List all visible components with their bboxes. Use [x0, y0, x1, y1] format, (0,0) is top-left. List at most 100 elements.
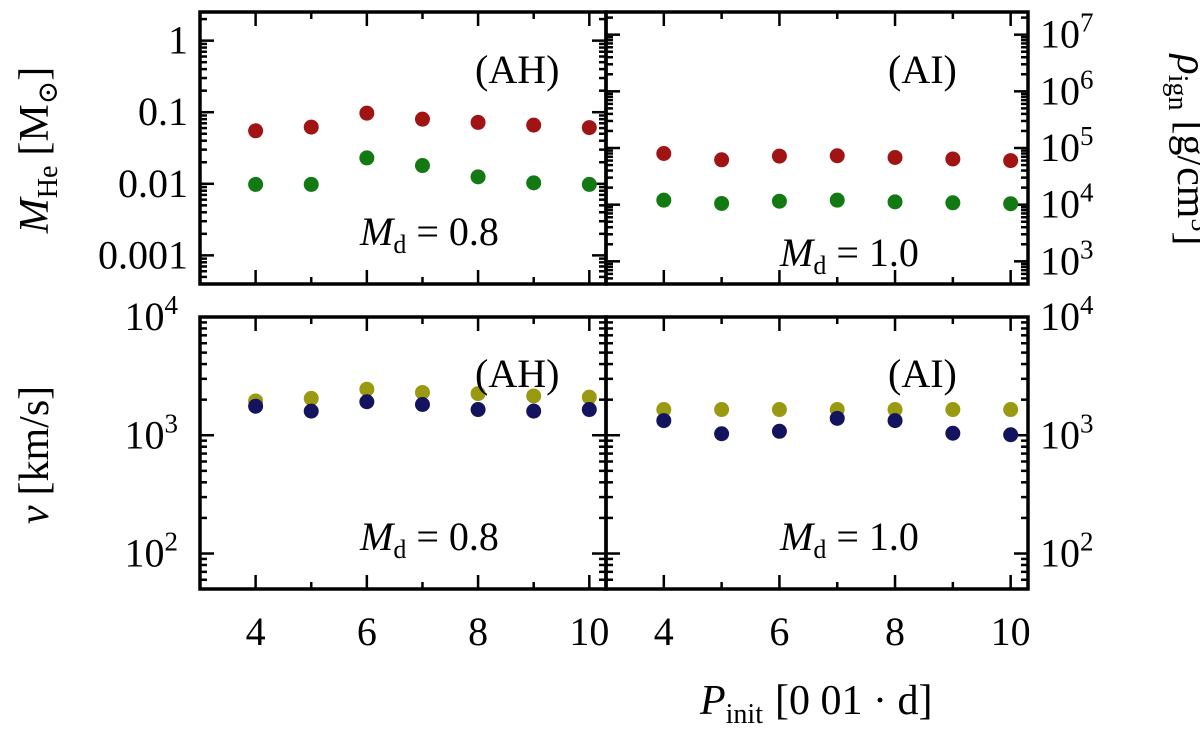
data-point-red: [656, 145, 672, 161]
data-point-red: [714, 152, 730, 168]
data-point-olive: [359, 381, 375, 397]
axis-var: M: [12, 196, 58, 234]
axis-var: ρ: [1168, 53, 1200, 75]
data-point-red: [887, 149, 903, 165]
tick-base: 10: [125, 531, 165, 576]
data-point-red: [945, 151, 961, 167]
tick-base: 10: [1040, 238, 1080, 283]
data-point-navy: [656, 413, 672, 429]
panel-label-bottom-left: (AH): [475, 351, 559, 396]
x-tick-label: 6: [357, 609, 377, 654]
data-point-olive: [945, 402, 961, 418]
tick-base: 10: [1040, 182, 1080, 227]
md-value: = 1.0: [836, 230, 919, 275]
tick-exp: 4: [1080, 290, 1094, 320]
data-point-olive: [526, 388, 542, 404]
data-point-olive: [771, 402, 787, 418]
md-annotation-top-right: Md = 1.0: [779, 230, 919, 280]
x-tick-label: 6: [769, 609, 789, 654]
tick-base: 10: [1040, 12, 1080, 57]
y-tick-label-right: 107: [1040, 8, 1094, 57]
axis-unit-close: ]: [1168, 231, 1200, 245]
tick-exp: 2: [1080, 527, 1094, 557]
data-point-navy: [359, 394, 375, 410]
tick-exp: 3: [1080, 234, 1094, 264]
data-point-red: [248, 123, 264, 139]
axis-sub: init: [726, 699, 764, 730]
labels-layer: 4 6 8 10 4 6 8 100.0010.010.1110310410510610710…: [98, 8, 1094, 654]
md-value: = 1.0: [836, 514, 919, 559]
data-point-green: [714, 195, 730, 211]
x-tick-label: 10: [569, 609, 609, 654]
data-point-green: [581, 176, 597, 192]
data-point-red: [1003, 153, 1019, 169]
data-point-navy: [1003, 427, 1019, 443]
marks-layer: [248, 105, 1019, 443]
md-sub: d: [393, 230, 406, 259]
md-var: M: [359, 209, 396, 254]
x-tick-label: 8: [885, 609, 905, 654]
y-tick-label-left: 0.1: [138, 89, 188, 134]
md-annotation-bottom-right: Md = 1.0: [779, 514, 919, 564]
y-tick-label-right: 105: [1040, 121, 1094, 170]
md-annotation-top-left: Md = 0.8: [359, 209, 499, 259]
x-tick-label: 4: [654, 609, 674, 654]
axis-unit: [g/cm: [1168, 120, 1200, 218]
axis-unit: [km/s]: [12, 386, 58, 496]
data-point-navy: [303, 403, 319, 419]
panel-label-top-left: (AH): [475, 47, 559, 92]
x-tick-label: 10: [991, 609, 1031, 654]
data-point-green: [656, 192, 672, 208]
x-tick-label: 8: [468, 609, 488, 654]
tick-base: 10: [125, 412, 165, 457]
axis-unit: [0 01 · d]: [775, 678, 932, 724]
tick-exp: 2: [165, 527, 179, 557]
y-tick-label-left: 102: [125, 527, 179, 576]
y-tick-label-left: 103: [125, 408, 179, 457]
tick-exp: 6: [1080, 64, 1094, 94]
y-axis-title-velocity: v [km/s]: [12, 386, 58, 524]
y-tick-label-left: 0.001: [98, 232, 188, 277]
axis-var: P: [699, 678, 726, 724]
y-tick-label-left: 0.01: [118, 161, 188, 206]
panel-top-right-frame: [604, 10, 1030, 286]
y-tick-label-left: 104: [125, 290, 179, 339]
panel-label-bottom-right: (AI): [888, 351, 957, 396]
md-var: M: [779, 514, 816, 559]
data-point-olive: [887, 402, 903, 418]
y-tick-label-right: 102: [1040, 527, 1094, 576]
tick-exp: 4: [165, 290, 179, 320]
y-tick-label-right: 104: [1040, 290, 1094, 339]
data-point-navy: [829, 410, 845, 426]
tick-exp: 5: [1080, 121, 1094, 151]
data-point-navy: [945, 425, 961, 441]
tick-base: 10: [1040, 68, 1080, 113]
data-point-green: [359, 150, 375, 166]
data-point-navy: [714, 426, 730, 442]
y-tick-label-right: 103: [1040, 408, 1094, 457]
md-sub: d: [813, 535, 826, 564]
data-point-green: [470, 169, 486, 185]
axis-sub: He: [33, 166, 64, 199]
md-value: = 0.8: [416, 209, 499, 254]
md-var: M: [779, 230, 816, 275]
x-tick-label: 4: [246, 609, 266, 654]
md-value: = 0.8: [416, 514, 499, 559]
data-point-green: [829, 192, 845, 208]
y-tick-label-right: 103: [1040, 234, 1094, 283]
tick-base: 10: [1040, 125, 1080, 170]
y-tick-label-right: 106: [1040, 64, 1094, 113]
axis-unit-close: ]: [12, 67, 58, 81]
data-point-red: [581, 120, 597, 136]
axis-var: v: [12, 505, 58, 524]
md-sub: d: [813, 251, 826, 280]
data-point-red: [771, 148, 787, 164]
data-point-green: [248, 176, 264, 192]
data-point-navy: [248, 398, 264, 414]
tick-exp: 3: [1080, 408, 1094, 438]
data-point-olive: [581, 389, 597, 405]
data-point-green: [414, 158, 430, 174]
data-point-red: [359, 105, 375, 121]
axis-unit-sym: ⊙: [33, 81, 64, 104]
